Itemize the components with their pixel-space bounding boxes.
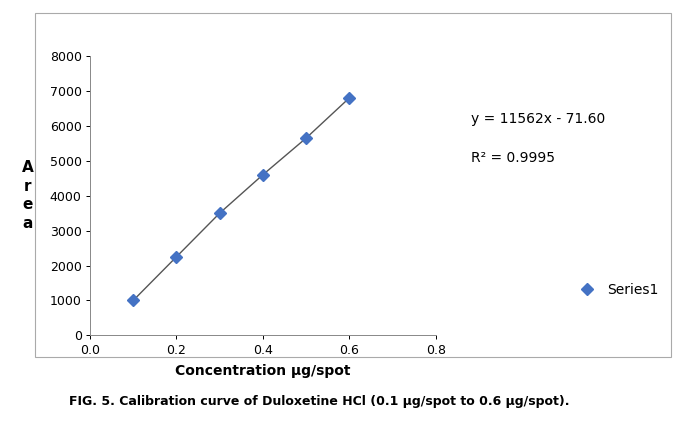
Text: FIG. 5. Calibration curve of Duloxetine HCl (0.1 μg/spot to 0.6 μg/spot).: FIG. 5. Calibration curve of Duloxetine … [69, 396, 570, 408]
Text: R² = 0.9995: R² = 0.9995 [471, 150, 554, 165]
X-axis label: Concentration μg/spot: Concentration μg/spot [175, 364, 351, 378]
Text: A
r
e
a: A r e a [22, 160, 33, 231]
Text: y = 11562x - 71.60: y = 11562x - 71.60 [471, 112, 605, 126]
Legend: Series1: Series1 [567, 277, 664, 303]
